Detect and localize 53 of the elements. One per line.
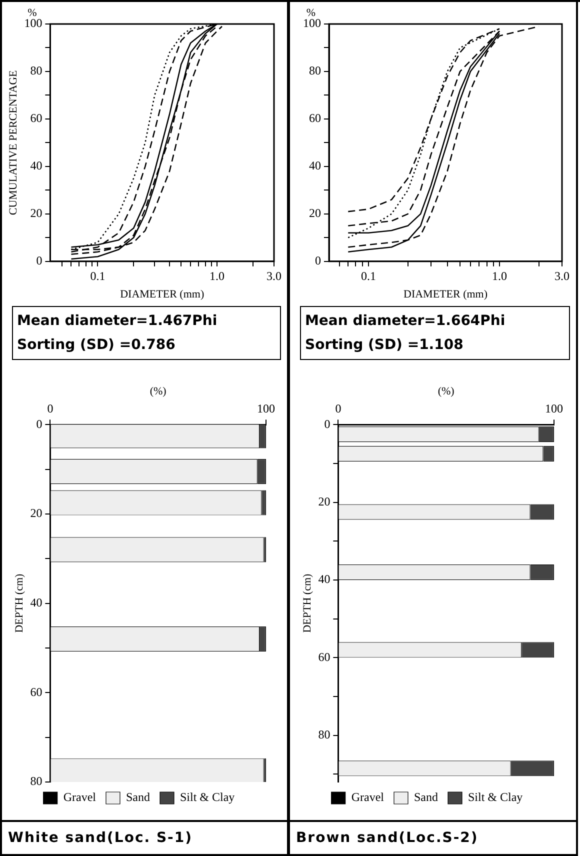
y-tick-label: 40 [30, 595, 42, 610]
y-tick-label: 40 [318, 572, 330, 586]
y-tick-label: 0 [36, 416, 42, 431]
y-tick-label: 20 [30, 206, 42, 220]
text: Mean diameter=1.664Phi [305, 312, 506, 331]
y-tick-label: 80 [30, 64, 42, 78]
x-tick-label: 0 [335, 402, 342, 416]
x-tick-label: 3.0 [266, 268, 282, 283]
legend-label: Silt & Clay [468, 790, 523, 804]
text: Sorting (SD) =0.786 [17, 336, 176, 355]
y-tick-label: 60 [318, 650, 330, 664]
text: % [28, 7, 37, 19]
text: % [306, 7, 316, 19]
y-axis-title: DEPTH (cm) [13, 573, 26, 633]
y-tick-label: 20 [309, 206, 321, 220]
text: Sorting (SD) =1.108 [305, 336, 464, 355]
legend-label: Sand [126, 790, 150, 804]
text: Mean diameter=1.467Phi [17, 312, 218, 331]
x-tick-label: 100 [257, 402, 275, 416]
x-tick-label: 1.0 [492, 268, 507, 283]
y-tick-label: 0 [315, 254, 321, 268]
y-tick-label: 80 [30, 774, 42, 788]
x-tick-label: 0.1 [360, 268, 376, 283]
y-tick-label: 60 [309, 111, 321, 126]
y-tick-label: 20 [318, 494, 330, 508]
y-tick-label: 40 [309, 158, 321, 173]
y-tick-label: 40 [30, 158, 42, 173]
legend-label: Sand [414, 790, 438, 804]
x-tick-label: 100 [545, 402, 563, 416]
legend-label: Silt & Clay [180, 790, 235, 804]
legend-label: Gravel [351, 790, 385, 804]
y-tick-label: 0 [324, 416, 330, 431]
y-axis-title: DEPTH (cm) [301, 573, 314, 633]
x-tick-label: 0 [47, 402, 54, 416]
y-tick-label: 60 [30, 111, 42, 126]
x-tick-label: 0.1 [90, 268, 106, 283]
text: White sand(Loc. S-1) [2, 820, 287, 856]
x-tick-label: 1.0 [210, 268, 225, 283]
x-tick-label: 3.0 [554, 268, 570, 283]
x-axis-title: (%) [150, 385, 167, 398]
y-tick-label: 100 [303, 16, 321, 30]
y-tick-label: 100 [24, 16, 42, 30]
legend-label: Gravel [63, 790, 97, 804]
y-axis-title: CUMULATIVE PERCENTAGE [7, 70, 20, 216]
x-axis-title: (%) [438, 385, 455, 398]
x-axis-title: DIAMETER (mm) [403, 288, 488, 300]
y-tick-label: 80 [318, 728, 330, 742]
x-axis-title: DIAMETER (mm) [120, 288, 204, 300]
y-tick-label: 20 [30, 506, 42, 520]
y-tick-label: 0 [36, 254, 42, 268]
text: Brown sand(Loc.S-2) [290, 820, 576, 856]
y-tick-label: 80 [309, 64, 321, 78]
y-tick-label: 60 [30, 684, 42, 699]
